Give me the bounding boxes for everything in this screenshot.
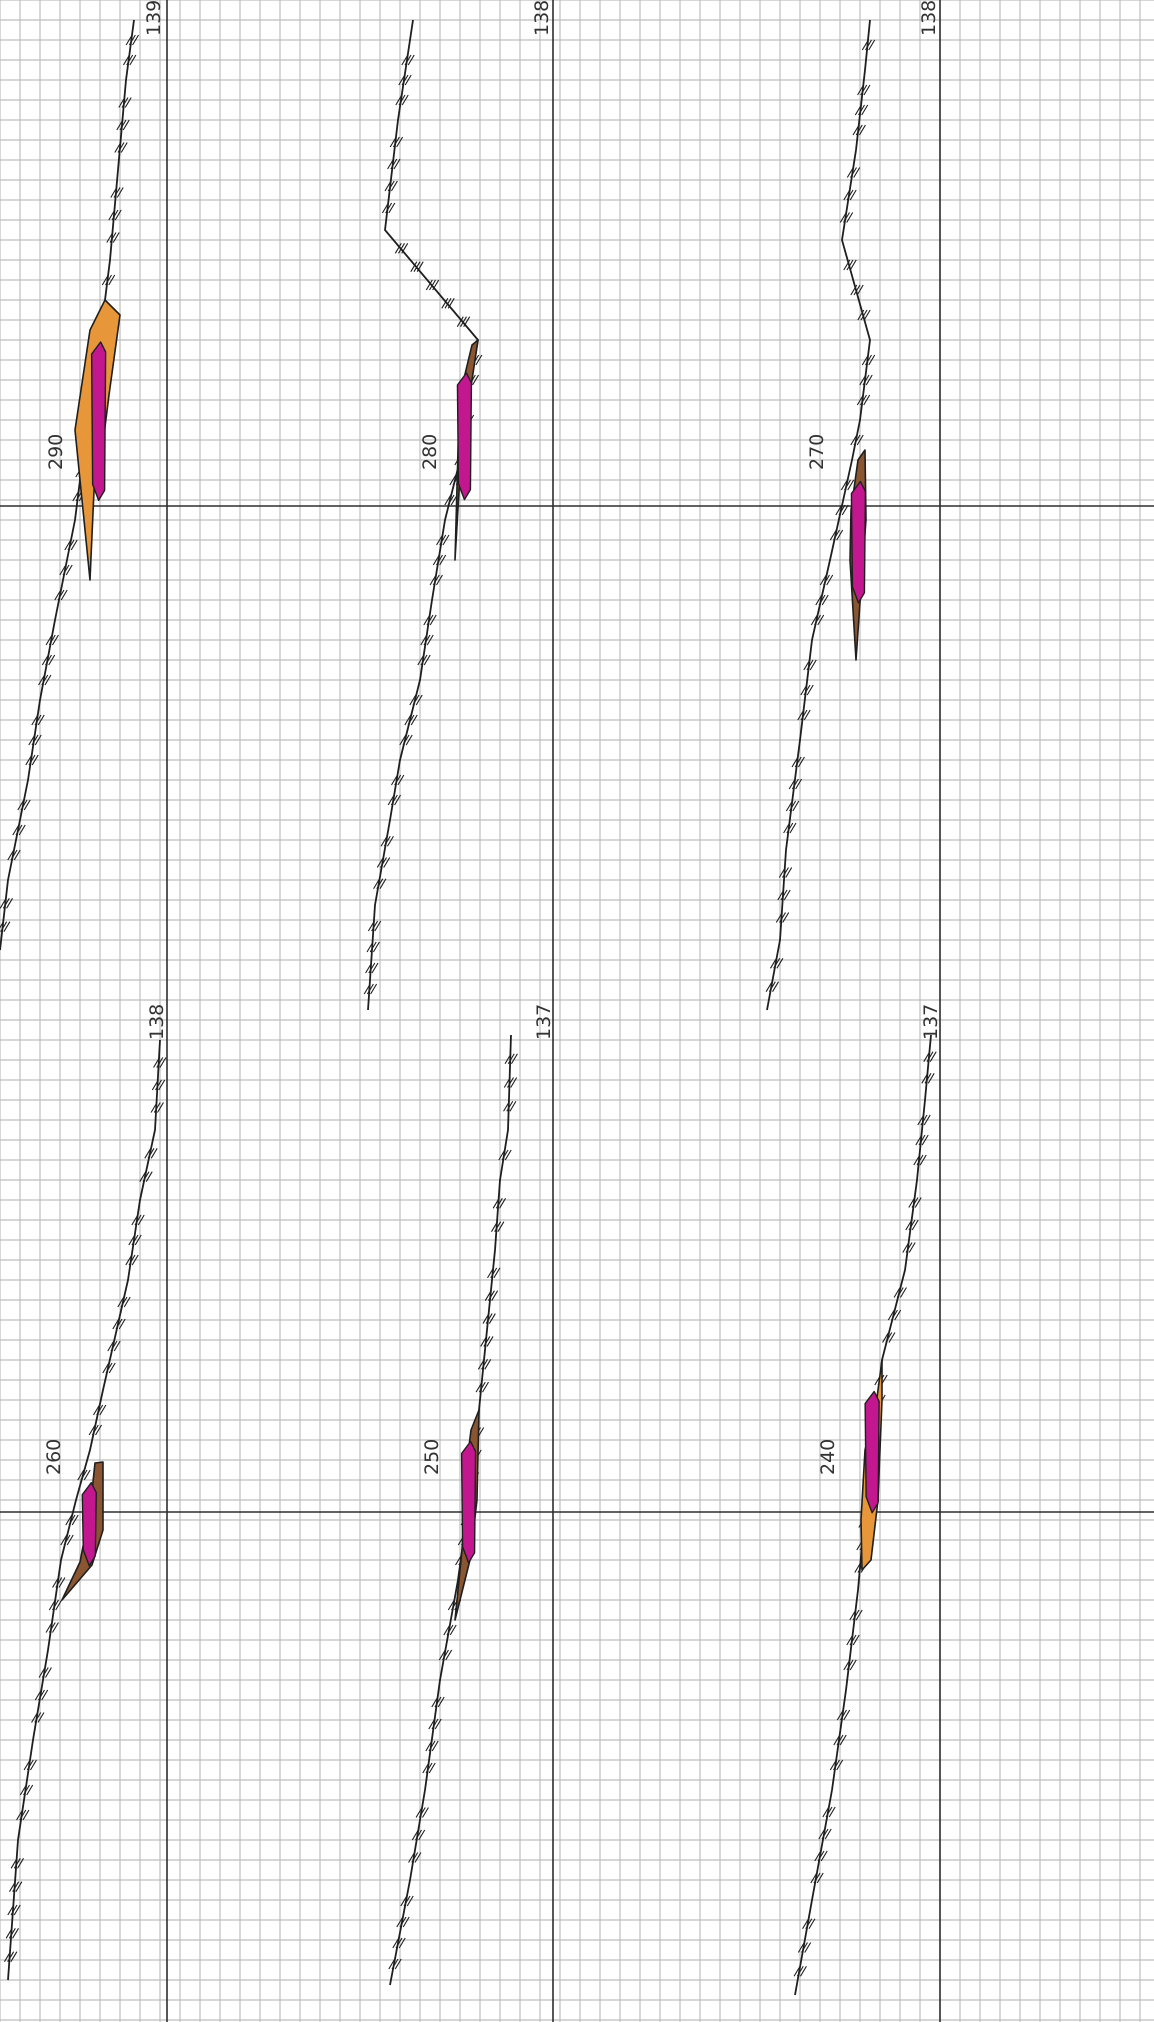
cross-section-panel: 240 137 bbox=[793, 1004, 942, 1996]
elevation-label: 138 bbox=[146, 1004, 168, 1040]
cross-section-panel: 270 138 bbox=[765, 0, 940, 1011]
station-label: 240 bbox=[817, 1439, 839, 1475]
station-label: 270 bbox=[806, 434, 828, 470]
core-band bbox=[456, 372, 473, 501]
cross-section-panel: 250 137 bbox=[388, 1004, 555, 1986]
core-band bbox=[864, 1390, 880, 1514]
station-label: 250 bbox=[421, 1439, 443, 1475]
cross-section-panel: 260 138 bbox=[3, 1004, 168, 1981]
cross-section-panel: 280 138 bbox=[363, 0, 553, 1011]
hatch-marks bbox=[765, 39, 876, 992]
ground-profile-line bbox=[7, 1039, 161, 1981]
ground-profile-line bbox=[766, 19, 871, 1011]
cross-section-panel: 290 139 bbox=[0, 0, 165, 951]
core-band bbox=[90, 341, 107, 502]
elevation-label: 139 bbox=[143, 0, 165, 36]
station-label: 290 bbox=[45, 434, 67, 470]
elevation-label: 137 bbox=[533, 1004, 555, 1040]
cross-section-panels: 290 139 280 138 270 138 260 138 250 137 240 137 bbox=[0, 0, 942, 1996]
hatch-marks bbox=[3, 1057, 167, 1962]
station-label: 280 bbox=[419, 434, 441, 470]
core-band bbox=[850, 480, 867, 604]
elevation-label: 137 bbox=[920, 1004, 942, 1040]
elevation-label: 138 bbox=[918, 0, 940, 36]
core-band bbox=[460, 1440, 477, 1564]
elevation-label: 138 bbox=[531, 0, 553, 36]
core-band bbox=[81, 1481, 97, 1567]
station-label: 260 bbox=[43, 1439, 65, 1475]
